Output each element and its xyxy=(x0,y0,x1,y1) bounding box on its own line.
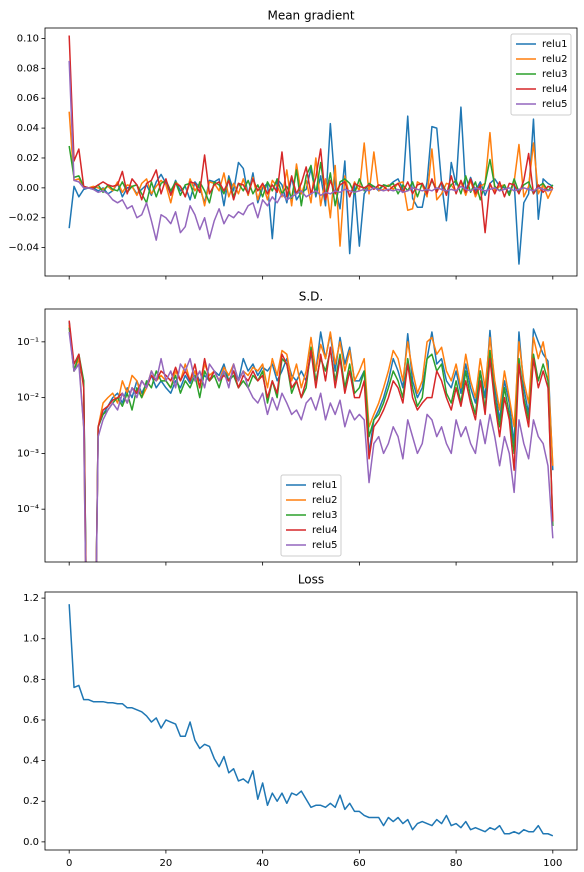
y-tick-label: 1.0 xyxy=(23,634,39,645)
legend-label: relu5 xyxy=(542,99,568,110)
legend-label: relu4 xyxy=(312,525,338,536)
y-tick-label: 0.6 xyxy=(23,715,39,726)
chart-title: Mean gradient xyxy=(267,9,354,23)
y-tick-label: 0.10 xyxy=(17,33,39,44)
axes-frame xyxy=(44,27,578,277)
y-tick-label: 0.0 xyxy=(23,837,39,848)
y-tick-label: 0.00 xyxy=(17,183,39,194)
y-tick-label: 0.04 xyxy=(17,123,39,134)
y-tick-label: 0.8 xyxy=(23,674,39,685)
y-tick-label: 0.2 xyxy=(23,796,39,807)
legend-label: relu2 xyxy=(312,495,338,506)
x-tick-label: 80 xyxy=(450,858,463,869)
y-tick-label: −0.02 xyxy=(8,213,39,224)
y-tick-label: 0.08 xyxy=(17,63,39,74)
y-tick-label: 10⁻⁴ xyxy=(17,504,39,515)
y-tick-label: 10⁻² xyxy=(17,393,39,404)
axes-frame xyxy=(44,308,578,563)
plot-area xyxy=(68,35,554,265)
series-line xyxy=(68,331,554,562)
series-line xyxy=(68,145,554,207)
series-line xyxy=(68,324,554,562)
series-line xyxy=(68,60,554,241)
y-tick-label: 1.2 xyxy=(23,593,39,604)
y-tick-label: 0.4 xyxy=(23,756,39,767)
series-line xyxy=(68,327,554,562)
legend-label: relu1 xyxy=(542,39,568,50)
x-tick-label: 20 xyxy=(160,858,173,869)
x-tick-label: 40 xyxy=(256,858,269,869)
y-tick-label: −0.04 xyxy=(8,243,39,254)
plot-area xyxy=(68,604,554,837)
series-line xyxy=(68,320,554,562)
legend-label: relu5 xyxy=(312,540,338,551)
legend-label: relu4 xyxy=(542,84,568,95)
legend-label: relu3 xyxy=(312,510,338,521)
legend-box xyxy=(280,474,342,557)
legend-label: relu3 xyxy=(542,69,568,80)
series-line xyxy=(68,111,554,247)
y-tick-label: 0.06 xyxy=(17,93,39,104)
legend-label: relu1 xyxy=(312,480,338,491)
legend-label: relu2 xyxy=(542,54,568,65)
chart-title: S.D. xyxy=(299,290,324,304)
chart-title: Loss xyxy=(298,573,324,587)
axes-frame xyxy=(44,591,578,851)
x-tick-label: 60 xyxy=(353,858,366,869)
y-tick-label: 10⁻¹ xyxy=(17,337,39,348)
y-tick-label: 0.02 xyxy=(17,153,39,164)
legend-box xyxy=(510,33,572,116)
series-line xyxy=(68,604,554,837)
x-tick-label: 0 xyxy=(66,858,72,869)
x-tick-label: 100 xyxy=(543,858,562,869)
y-tick-label: 10⁻³ xyxy=(17,448,39,459)
plot-area xyxy=(68,320,554,562)
